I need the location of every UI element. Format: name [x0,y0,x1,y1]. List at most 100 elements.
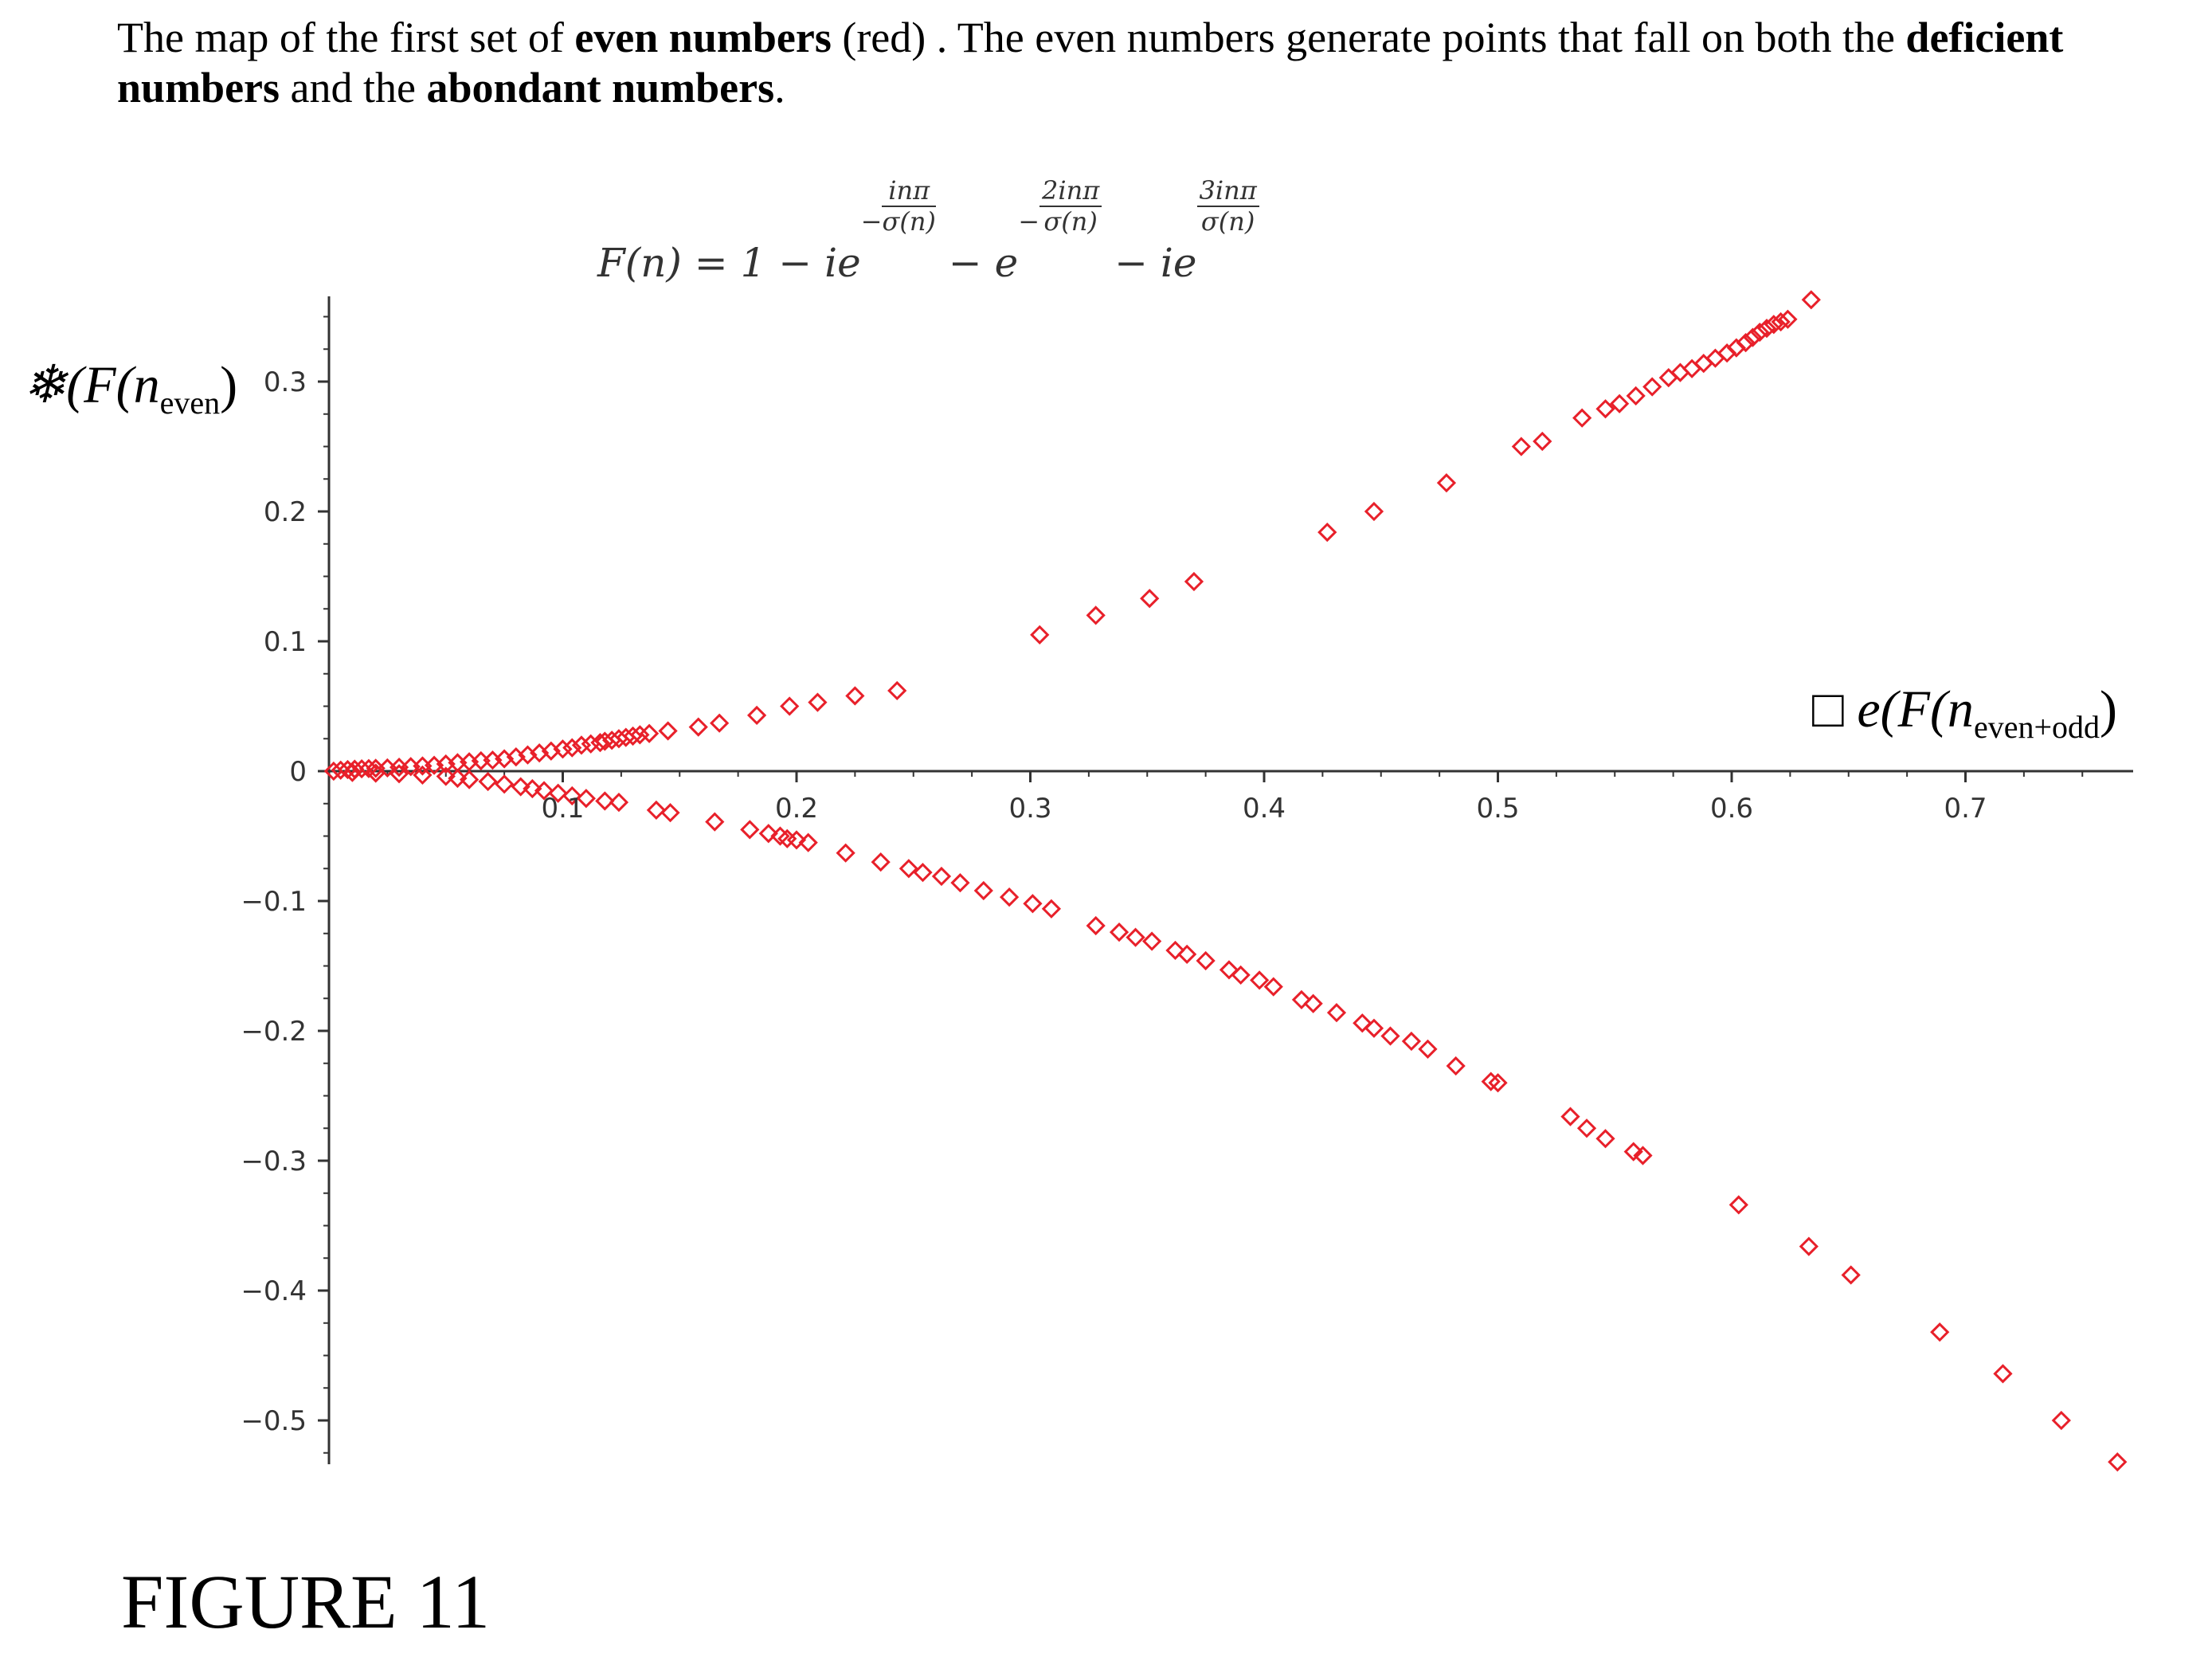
data-point-lower [1633,1146,1653,1166]
caption-bold-even-numbers: even numbers [574,14,832,61]
data-point-lower [2051,1410,2071,1431]
data-point-lower [1250,970,1270,990]
formula-exp3-num: 3inπ [1196,175,1259,207]
data-point-upper [1317,522,1337,543]
data-point-lower [576,789,596,809]
data-point-lower [1930,1322,1950,1342]
data-point-upper [710,713,730,733]
chart-axes [318,296,2133,1464]
formula-exp1-num: inπ [882,175,936,207]
data-point-upper [1184,571,1204,592]
data-point-lower [1418,1039,1438,1059]
data-point-upper [1801,290,1821,310]
chart-marks [323,290,2128,1472]
data-point-upper [562,738,582,758]
data-point-upper [658,721,678,741]
formula-exponent-3: 3inπ σ(n) [1196,175,1259,237]
data-point-lower [1165,940,1185,961]
data-point-upper [887,680,907,701]
data-point-lower [511,777,530,797]
formula-exp2-den: σ(n) [1043,206,1098,237]
data-point-upper [1750,322,1770,343]
data-point-upper [1642,377,1662,397]
data-point-upper [1778,309,1798,329]
data-point-lower [1576,1118,1597,1138]
data-point-lower [1326,1003,1347,1023]
x-tick-label: 0.3 [1008,793,1051,825]
data-point-upper [1609,394,1630,413]
data-point-upper [1140,589,1160,609]
data-point-lower [646,800,667,821]
data-point-lower [2108,1452,2128,1472]
data-point-lower [448,768,468,789]
data-point-lower [999,887,1020,907]
data-point-lower [1109,922,1129,942]
caption-part-1: The map of the first set of [117,14,575,61]
data-point-upper [746,705,767,726]
data-point-upper [1626,386,1646,406]
data-point-upper [553,739,573,759]
data-point-lower [1231,965,1251,985]
data-point-lower [1126,927,1145,947]
data-point-upper [1533,431,1552,452]
data-point-lower [343,762,362,782]
data-point-lower [1364,1018,1384,1038]
caption-part-3: and the [280,64,427,112]
data-point-upper [1736,332,1756,353]
data-point-lower [1841,1265,1861,1285]
data-point-lower [478,771,498,792]
formula-exponent-2: −2inπ σ(n) [1018,175,1102,237]
data-point-lower [523,778,542,799]
data-point-lower [836,843,855,863]
y-tick-label: −0.1 [241,886,307,918]
data-point-lower [1488,1073,1508,1093]
y-tick-label: −0.5 [241,1405,307,1437]
x-tick-label: 0.6 [1710,793,1753,825]
data-point-upper [1572,408,1592,428]
data-point-lower [931,866,952,887]
data-point-upper [1364,501,1384,522]
data-point-lower [495,774,515,794]
data-point-upper [571,735,592,755]
formula-exp1-sign: − [860,206,883,237]
x-tick-label: 0.1 [541,793,584,825]
data-point-lower [1728,1195,1748,1215]
x-tick-label: 0.4 [1243,793,1286,825]
y-tick-label: 0.3 [264,366,307,398]
data-point-lower [366,763,386,783]
data-point-upper [1595,399,1615,419]
data-point-upper [1764,315,1783,335]
data-point-upper [338,759,358,780]
data-point-upper [639,723,660,743]
formula-exponent-1: − inπ σ(n) [861,175,936,237]
x-tick-label: 0.5 [1476,793,1519,825]
data-point-lower [1023,894,1043,914]
data-point-lower [913,863,933,883]
data-point-upper [1743,327,1763,347]
data-point-lower [1177,944,1197,964]
formula-exp3-den: σ(n) [1200,206,1255,237]
y-tick-label: −0.3 [241,1146,307,1177]
data-point-lower [1041,899,1062,919]
y-tick-label: 0 [289,756,307,788]
y-tick-label: −0.4 [241,1275,307,1307]
data-point-lower [459,770,480,789]
data-point-upper [630,725,650,745]
formula-exp2-num: 2inπ [1039,175,1102,207]
data-point-lower [798,832,818,852]
y-tick-label: −0.2 [241,1016,307,1048]
data-point-upper [808,692,828,712]
data-point-upper [1086,605,1106,625]
data-point-upper [623,726,643,746]
data-point-upper [1030,625,1050,644]
data-point-upper [1756,319,1777,339]
data-point-upper [331,760,350,780]
formula: F(n) = 1 − ie− inπ σ(n) − e− 2inπ σ(n) − ie 3… [597,175,1259,286]
data-point-lower [1263,977,1283,997]
formula-mid-2: − ie [1102,240,1197,286]
caption-part-2: (red) . The even numbers generate points… [831,14,1906,61]
data-point-lower [1993,1364,2013,1384]
x-axis-label: □ e(F(neven+odd) [1812,680,2117,745]
formula-mid: − e [935,240,1019,286]
